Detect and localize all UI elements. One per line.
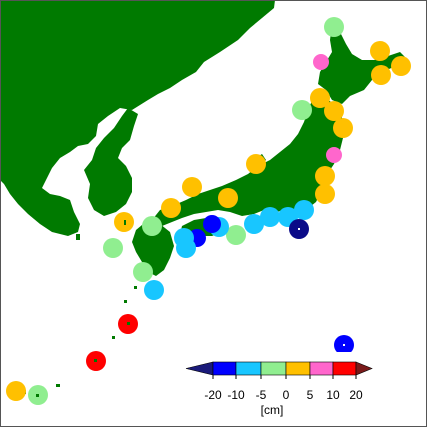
honshu — [152, 96, 344, 226]
station-marker — [294, 200, 314, 220]
station-marker — [371, 65, 391, 85]
station-marker — [326, 147, 342, 163]
korean-peninsula — [84, 108, 138, 216]
station-marker — [324, 17, 344, 37]
asian-continent-lower — [0, 104, 40, 134]
station-marker — [103, 238, 123, 258]
station-marker — [333, 118, 353, 138]
station-marker — [161, 198, 181, 218]
legend-colorbar — [185, 361, 373, 379]
station-marker — [6, 381, 26, 401]
color-legend — [178, 352, 373, 422]
station-marker — [226, 225, 246, 245]
station-marker — [246, 154, 266, 174]
legend-color-bin — [355, 361, 373, 376]
station-marker — [133, 262, 153, 282]
legend-labels: -20 -10 -5 0 5 10 20 [cm] — [186, 362, 372, 422]
station-marker — [142, 216, 162, 236]
legend-tick-label: -20 — [204, 388, 222, 402]
legend-unit-label: [cm] — [260, 403, 284, 417]
station-marker — [391, 56, 411, 76]
island-specks — [36, 220, 345, 397]
station-marker — [292, 100, 312, 120]
station-marker — [324, 101, 344, 121]
hokkaido — [318, 24, 408, 104]
station-marker — [315, 184, 335, 204]
station-marker — [176, 238, 196, 258]
station-marker — [315, 166, 335, 186]
legend-tick-label: 10 — [326, 388, 340, 402]
station-marker — [370, 41, 390, 61]
legend-tick-label: -5 — [255, 388, 267, 402]
station-marker — [313, 54, 329, 70]
station-marker — [218, 188, 238, 208]
kyushu — [132, 220, 174, 276]
station-marker — [244, 214, 264, 234]
legend-tick-label: 0 — [282, 388, 290, 402]
legend-tick-label: -10 — [227, 388, 245, 402]
station-marker — [260, 207, 280, 227]
station-marker — [203, 215, 221, 233]
legend-tick-label: 20 — [349, 388, 363, 402]
station-marker — [182, 177, 202, 197]
station-marker — [310, 88, 330, 108]
legend-tick-label: 5 — [306, 388, 314, 402]
asian-continent — [0, 0, 275, 236]
station-marker — [144, 280, 164, 300]
